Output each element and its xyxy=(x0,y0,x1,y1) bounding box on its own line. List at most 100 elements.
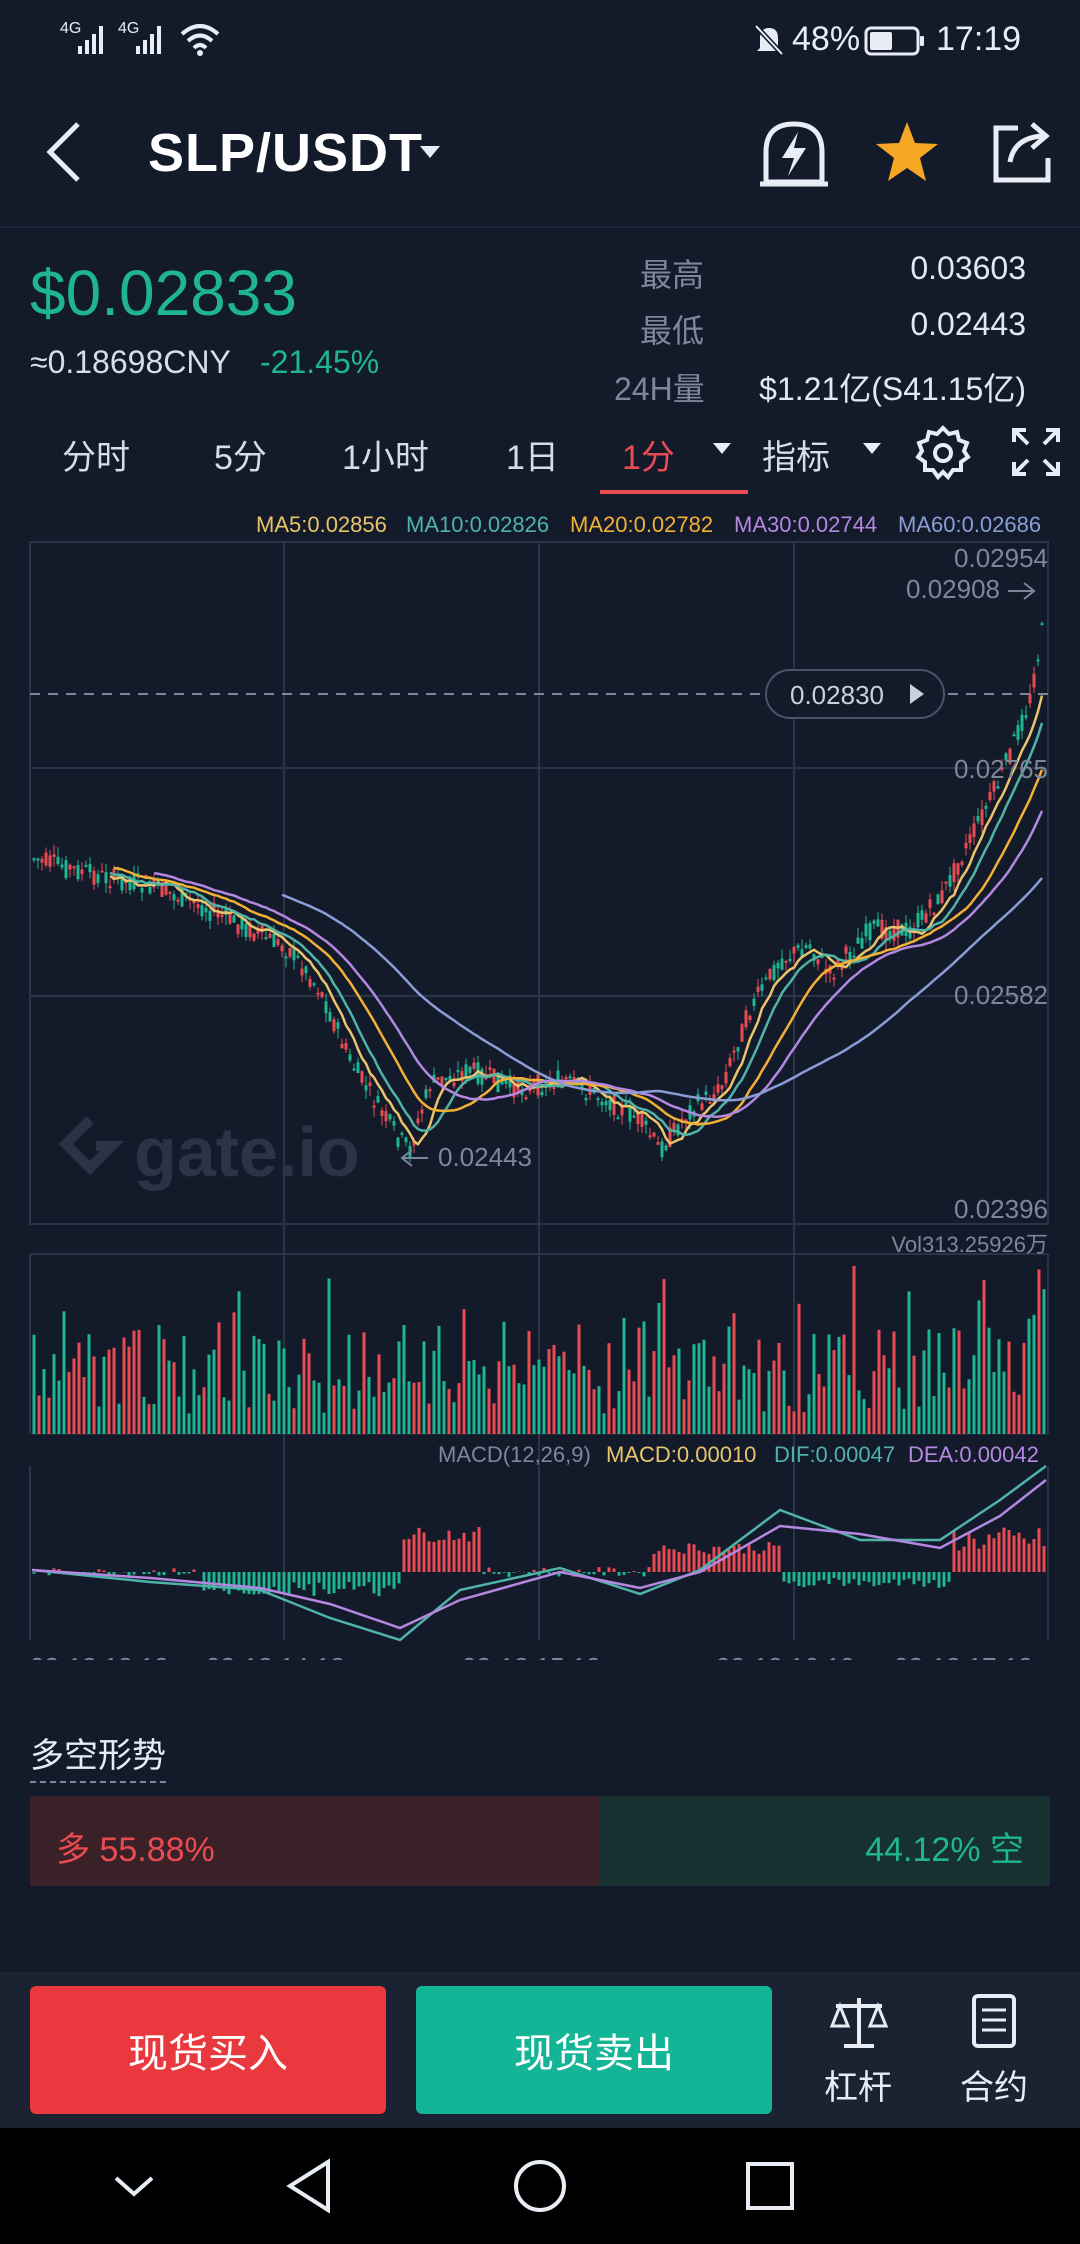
volume-bar xyxy=(802,1412,806,1434)
leverage-button[interactable]: 杠杆 xyxy=(800,1990,916,2114)
spot-sell-button[interactable]: 现货卖出 xyxy=(416,1986,772,2114)
candle-body xyxy=(752,998,756,1006)
macd-histogram-bar xyxy=(677,1551,681,1572)
volume-bar xyxy=(722,1363,726,1434)
macd-histogram-bar xyxy=(327,1572,331,1595)
candle-body xyxy=(932,912,936,915)
fullscreen-icon[interactable] xyxy=(1010,426,1062,478)
volume-bar xyxy=(407,1381,411,1434)
volume-bar xyxy=(277,1340,281,1434)
volume-bar xyxy=(662,1279,666,1434)
candle-body xyxy=(176,899,180,902)
candle-body xyxy=(140,887,144,893)
tab-1hour[interactable]: 1小时 xyxy=(342,439,429,477)
volume-bar xyxy=(342,1386,346,1434)
pair-title[interactable]: SLP/USDT xyxy=(148,123,424,183)
signal-4g-label: 4G xyxy=(60,20,82,37)
candle-body xyxy=(440,1076,444,1086)
macd-histogram-bar xyxy=(497,1572,501,1575)
candle-body xyxy=(108,885,112,888)
candle-body xyxy=(636,1111,640,1124)
favorite-star-icon[interactable] xyxy=(874,120,940,184)
tab-1day[interactable]: 1日 xyxy=(506,439,559,477)
spot-buy-button[interactable]: 现货买入 xyxy=(30,1986,386,2114)
macd-histogram-bar xyxy=(937,1572,941,1588)
macd-histogram-bar xyxy=(577,1569,581,1572)
macd-histogram-bar xyxy=(337,1572,341,1590)
volume-bar xyxy=(212,1349,216,1434)
macd-histogram-bar xyxy=(1042,1546,1046,1572)
macd-histogram-bar xyxy=(222,1572,226,1591)
tab-indicators[interactable]: 指标 xyxy=(762,439,830,477)
kline-chart[interactable]: gate.io 0.02954 0.02908 0.02765 0.02582 … xyxy=(0,530,1080,1660)
balance-scale-icon xyxy=(829,1998,889,2048)
tab-1min[interactable]: 1分 xyxy=(622,439,675,477)
macd-histogram-bar xyxy=(952,1531,956,1572)
share-icon[interactable] xyxy=(990,116,1056,186)
macd-histogram-bar xyxy=(547,1572,551,1574)
candle-body xyxy=(472,1062,476,1069)
volume-bar xyxy=(432,1350,436,1434)
macd-histogram-bar xyxy=(407,1538,411,1572)
candle-body xyxy=(128,881,132,891)
macd-histogram-bar xyxy=(412,1534,416,1572)
price-alert-icon[interactable] xyxy=(756,116,832,192)
candle-body xyxy=(972,823,976,838)
candle-body xyxy=(720,1085,724,1090)
candle-body xyxy=(96,874,100,884)
macd-histogram-bar xyxy=(332,1572,336,1594)
macd-histogram-bar xyxy=(682,1553,686,1572)
macd-params-label: MACD(12,26,9) xyxy=(438,1442,591,1467)
macd-histogram-bar xyxy=(257,1572,261,1594)
macd-histogram-bar xyxy=(472,1531,476,1572)
volume-bar xyxy=(317,1382,321,1434)
macd-histogram-bar xyxy=(467,1541,471,1572)
tab-5min[interactable]: 5分 xyxy=(214,439,267,477)
volume-bar xyxy=(482,1366,486,1434)
nav-recents-icon[interactable] xyxy=(744,2160,796,2212)
contract-button[interactable]: 合约 xyxy=(936,1990,1052,2114)
macd-histogram-bar xyxy=(242,1572,246,1594)
candle-body xyxy=(848,952,852,960)
volume-bar xyxy=(1017,1394,1021,1434)
volume-bar xyxy=(672,1355,676,1434)
pair-dropdown-caret-icon[interactable] xyxy=(418,144,442,160)
indicator-dropdown-caret-icon[interactable] xyxy=(862,442,882,456)
macd-histogram-bar xyxy=(617,1572,621,1576)
volume-bar xyxy=(467,1361,471,1434)
sentiment-title[interactable]: 多空形势 xyxy=(30,1728,166,1783)
current-price-tag[interactable]: 0.02830 xyxy=(30,669,1048,719)
candle-body xyxy=(632,1115,636,1118)
price-change: -21.45% xyxy=(260,344,380,380)
chart-settings-gear-icon[interactable] xyxy=(914,424,972,482)
nav-back-icon[interactable] xyxy=(284,2158,334,2214)
long-label: 多 55.88% xyxy=(56,1831,215,1869)
vol-label: 24H量 xyxy=(614,371,705,407)
candle-body xyxy=(456,1070,460,1073)
macd-histogram-bar xyxy=(287,1572,291,1594)
volume-bar xyxy=(852,1265,856,1434)
volume-bar xyxy=(417,1382,421,1434)
candle-body xyxy=(780,958,784,970)
macd-histogram-bar xyxy=(97,1569,101,1572)
macd-histogram-bar xyxy=(997,1532,1001,1572)
candle-body xyxy=(256,928,260,934)
interval-dropdown-caret-icon[interactable] xyxy=(712,442,732,456)
volume-bar xyxy=(932,1396,936,1434)
dea-value-label: DEA:0.00042 xyxy=(908,1442,1039,1467)
volume-bar xyxy=(622,1317,626,1434)
macd-histogram-bar xyxy=(907,1572,911,1579)
back-arrow-icon[interactable] xyxy=(40,116,88,188)
volume-bar xyxy=(772,1360,776,1434)
volume-bar xyxy=(452,1402,456,1434)
volume-bar xyxy=(517,1383,521,1434)
nav-home-icon[interactable] xyxy=(512,2158,568,2214)
macd-histogram-bar xyxy=(767,1542,771,1572)
status-bar: 4G 4G 48% 17:19 xyxy=(0,0,1080,80)
min-price-marker: 0.02443 xyxy=(438,1142,532,1172)
nav-collapse-chevron-icon[interactable] xyxy=(112,2172,156,2200)
candle-body xyxy=(676,1124,680,1136)
volume-bar xyxy=(447,1389,451,1434)
candle-body xyxy=(304,966,308,974)
tab-timeshare[interactable]: 分时 xyxy=(62,439,130,477)
